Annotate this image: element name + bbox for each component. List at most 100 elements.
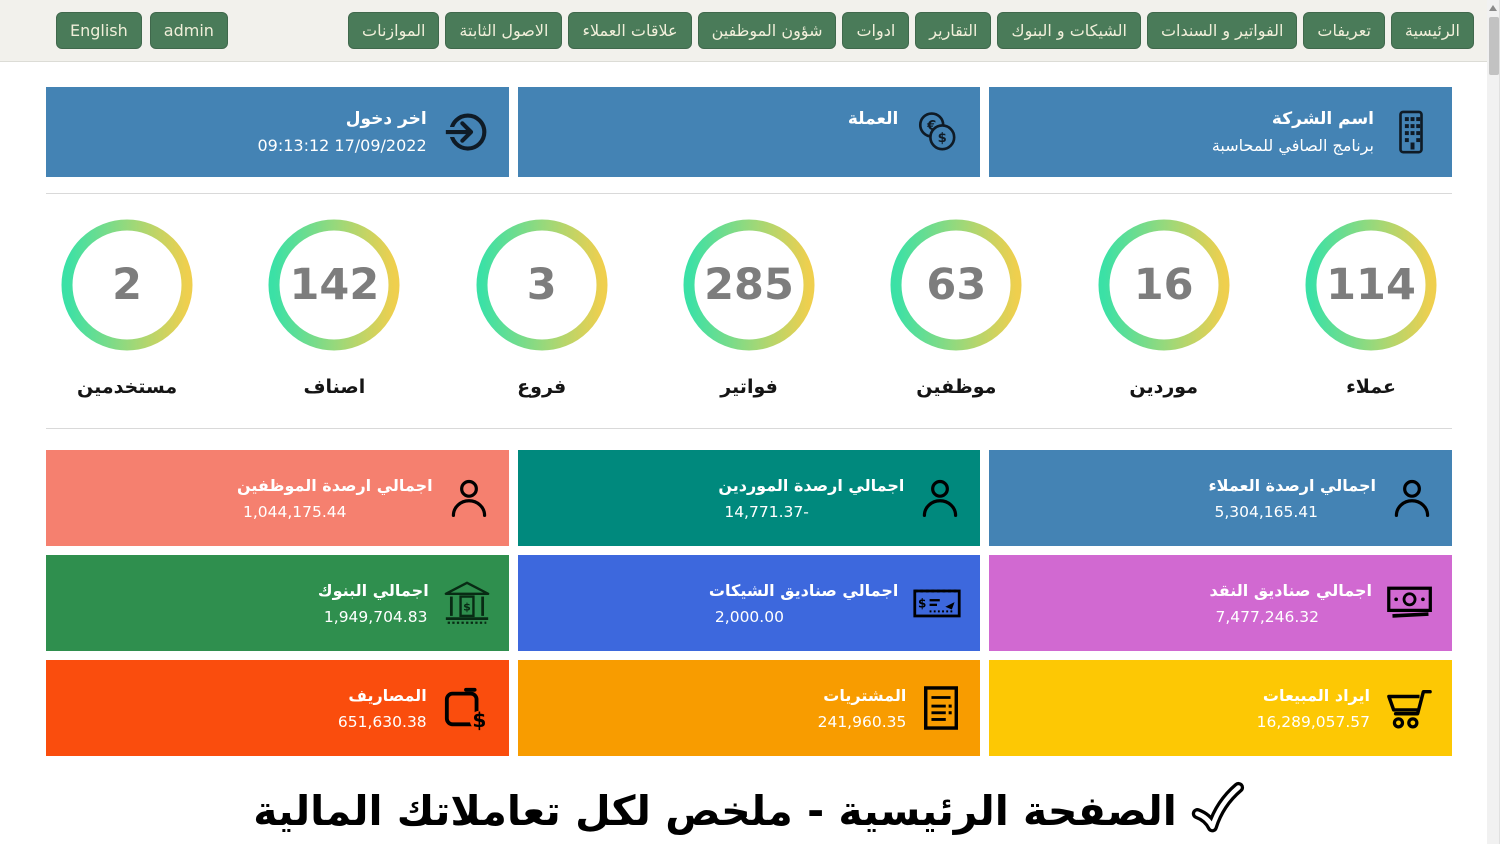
section-divider <box>46 428 1452 429</box>
summary-title: اجمالي صناديق النقد <box>1209 580 1372 600</box>
stat-ring-branches: 3 فروع <box>467 218 617 398</box>
bank-icon: $ <box>443 580 491 626</box>
stat-value: 2 <box>112 260 142 310</box>
receipt-icon <box>920 685 962 731</box>
nav-reports[interactable]: التقارير <box>915 12 992 49</box>
summary-title: اجمالي ارصدة العملاء <box>1208 475 1376 495</box>
summary-value: 1,949,704.83 <box>323 607 428 626</box>
user-admin-button[interactable]: admin <box>149 12 228 49</box>
nav-budgets[interactable]: الموازنات <box>348 12 440 49</box>
currency-coins-icon: € $ <box>914 110 960 154</box>
nav-tools[interactable]: ادوات <box>842 12 910 49</box>
stat-label: اصناف <box>303 376 366 398</box>
nav-customer-relations[interactable]: علاقات العملاء <box>568 12 692 49</box>
summary-title: اجمالي البنوك <box>317 580 429 600</box>
summary-card-employees-balance: اجمالي ارصدة الموظفين 1,044,175.44 <box>46 450 509 546</box>
summary-card-cash-boxes: اجمالي صناديق النقد 7,477,246.32 <box>989 555 1452 651</box>
stat-value: 3 <box>526 260 557 310</box>
stat-value: 114 <box>1326 260 1416 310</box>
stat-value: 142 <box>289 260 380 310</box>
main-navbar: الرئيسية تعريفات الفواتير و السندات الشي… <box>0 0 1500 62</box>
nav-invoices-vouchers[interactable]: الفواتير و السندات <box>1146 12 1298 49</box>
stat-value: 285 <box>704 260 794 310</box>
summary-value: 14,771.37- <box>724 502 809 521</box>
nav-employee-affairs[interactable]: شؤون الموظفين <box>697 12 837 49</box>
summary-title: اجمالي ارصدة الموظفين <box>236 475 433 495</box>
summary-card-banks-total: $ اجمالي البنوك 1,949,704.83 <box>46 555 509 651</box>
vertical-scrollbar[interactable] <box>1487 0 1500 844</box>
last-login-icon <box>443 110 489 154</box>
summary-card-cheque-boxes: $ اجمالي صناديق الشيكات 2,000.00 <box>517 555 981 651</box>
summary-card-expenses: $ المصاريف 651,630.38 <box>46 660 509 756</box>
summary-title: اجمالي صناديق الشيكات <box>708 580 899 600</box>
info-card-value <box>848 136 898 155</box>
summary-title: المشتريات <box>823 685 907 705</box>
stat-label: موظفين <box>916 376 997 398</box>
summary-value: 1,044,175.44 <box>242 502 347 521</box>
summary-card-customers-balance: اجمالي ارصدة العملاء 5,304,165.41 <box>989 450 1452 546</box>
stat-label: فواتير <box>720 376 778 398</box>
stat-label: فروع <box>517 376 567 398</box>
stat-ring-employees: 63 موظفين <box>881 218 1031 398</box>
info-card-currency: € $ العملة <box>517 87 981 177</box>
section-divider <box>46 193 1452 194</box>
info-card-title: العملة <box>847 109 899 129</box>
summary-title: اجمالي ارصدة الموردين <box>718 475 905 495</box>
nav-user-group: English admin <box>56 12 228 49</box>
summary-value: 241,960.35 <box>817 712 907 731</box>
info-card-value: 09:13:12 17/09/2022 <box>257 136 427 155</box>
stat-ring-suppliers: 16 موردين <box>1089 218 1239 398</box>
nav-cheques-banks[interactable]: الشيكات و البنوك <box>997 12 1141 49</box>
svg-text:$: $ <box>472 708 486 731</box>
stat-ring-items: 142 اصناف <box>259 218 409 398</box>
summary-title: المصاريف <box>348 685 427 705</box>
info-card-title: اخر دخول <box>345 109 427 129</box>
cart-icon <box>1384 685 1434 731</box>
summary-title: ايراد المبيعات <box>1262 685 1370 705</box>
page-caption: الصفحة الرئيسية - ملخص لكل تعاملاتك الما… <box>46 781 1452 841</box>
nav-home[interactable]: الرئيسية <box>1390 12 1474 49</box>
stat-ring-customers: 114 عملاء <box>1296 218 1446 398</box>
summary-value: 651,630.38 <box>337 712 427 731</box>
svg-text:$: $ <box>463 600 471 613</box>
summary-value: 7,477,246.32 <box>1215 607 1320 626</box>
stat-ring-users: 2 مستخدمين <box>52 218 202 398</box>
person-icon <box>1390 476 1434 520</box>
summary-value: 2,000.00 <box>714 607 784 626</box>
summary-value: 5,304,165.41 <box>1214 502 1319 521</box>
cheque-icon: $ <box>912 582 962 624</box>
summary-cards-grid: اجمالي ارصدة العملاء 5,304,165.41 اجمالي… <box>46 450 1452 756</box>
person-icon <box>918 476 962 520</box>
nav-definitions[interactable]: تعريفات <box>1303 12 1385 49</box>
stat-label: عملاء <box>1346 376 1396 398</box>
stat-ring-invoices: 285 فواتير <box>674 218 824 398</box>
cash-icon <box>1386 582 1434 624</box>
summary-card-suppliers-balance: اجمالي ارصدة الموردين 14,771.37- <box>517 450 981 546</box>
svg-text:€: € <box>926 119 936 134</box>
person-icon <box>447 476 491 520</box>
company-building-icon <box>1390 109 1432 155</box>
stat-value: 63 <box>926 260 987 310</box>
info-card-company-name: اسم الشركة برنامج الصافي للمحاسبة <box>989 87 1452 177</box>
caption-text: الصفحة الرئيسية - ملخص لكل تعاملاتك الما… <box>253 787 1177 835</box>
nav-menu: الرئيسية تعريفات الفواتير و السندات الشي… <box>348 12 1474 49</box>
scrollbar-thumb[interactable] <box>1488 17 1499 75</box>
language-english-button[interactable]: English <box>56 12 142 49</box>
info-cards-row: اسم الشركة برنامج الصافي للمحاسبة € $ ال… <box>45 87 1452 177</box>
stat-label: موردين <box>1129 376 1198 398</box>
checkmark-icon <box>1189 781 1245 841</box>
info-card-last-login: اخر دخول 09:13:12 17/09/2022 <box>45 87 509 177</box>
stat-rings-row: 114 عملاء 16 موردين 63 موظفين <box>52 218 1446 398</box>
svg-text:$: $ <box>918 597 926 611</box>
svg-text:$: $ <box>938 131 947 146</box>
info-card-value: برنامج الصافي للمحاسبة <box>1211 136 1374 155</box>
summary-value: 16,289,057.57 <box>1256 712 1370 731</box>
stat-value: 16 <box>1133 260 1194 310</box>
summary-card-sales-revenue: ايراد المبيعات 16,289,057.57 <box>989 660 1452 756</box>
nav-fixed-assets[interactable]: الاصول الثابتة <box>445 12 563 49</box>
stat-label: مستخدمين <box>76 376 178 398</box>
info-card-title: اسم الشركة <box>1271 109 1374 129</box>
scrollbar-up-arrow-icon[interactable] <box>1486 0 1499 15</box>
summary-card-purchases: المشتريات 241,960.35 <box>517 660 981 756</box>
wallet-icon: $ <box>441 685 491 731</box>
